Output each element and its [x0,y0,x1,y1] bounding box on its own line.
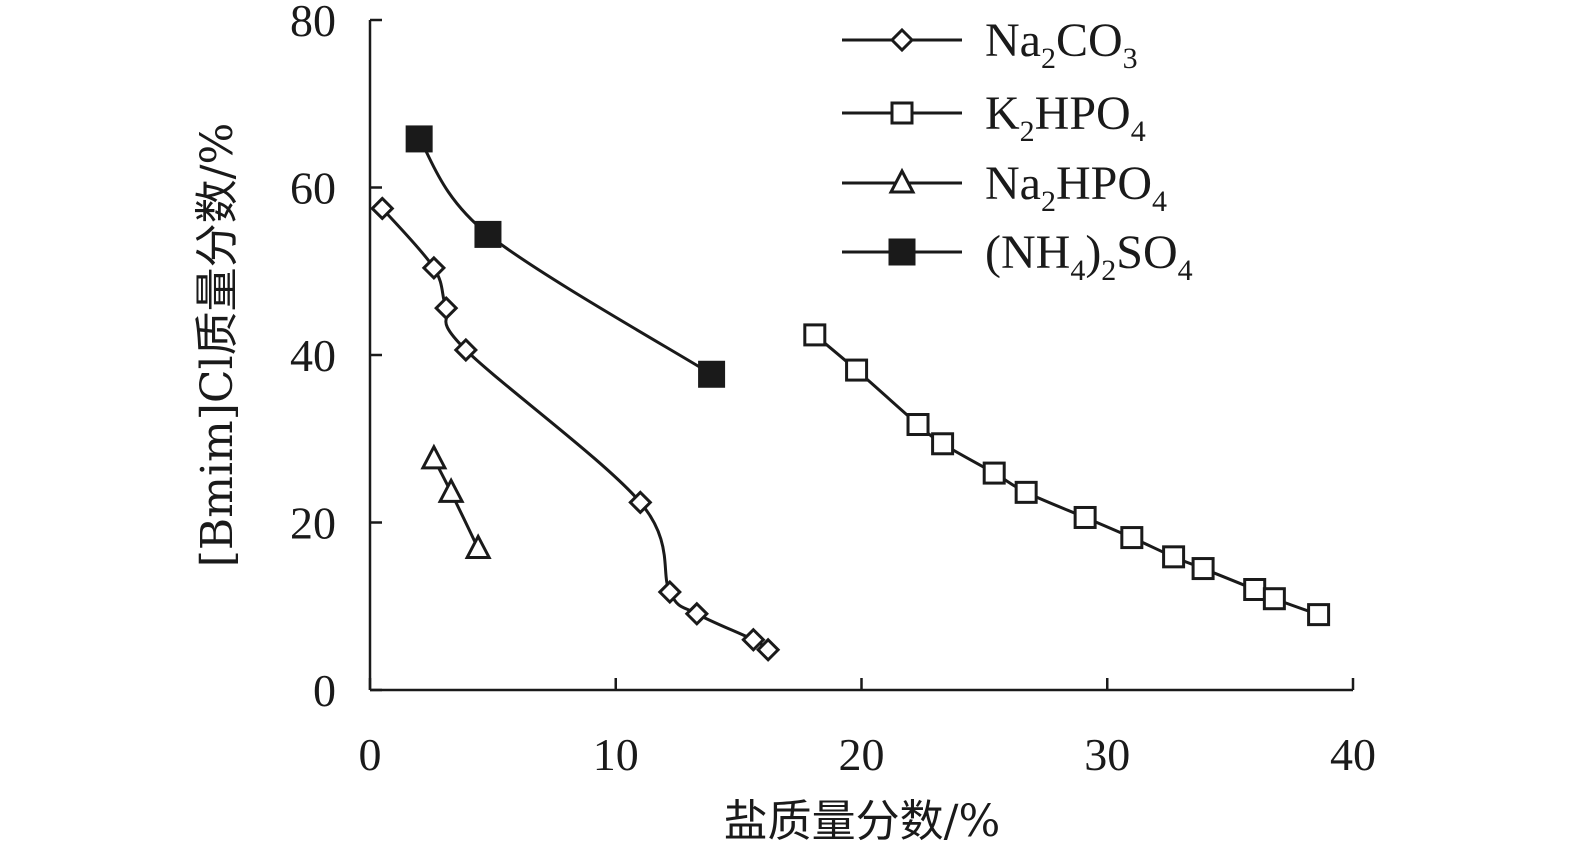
legend-label: Na2HPO4 [985,157,1167,218]
y-tick-label: 20 [290,498,336,549]
data-point [420,443,448,470]
legend: Na2CO3 K2HPO4 Na2HPO4 (NH4)2SO4 [842,14,1193,287]
series-1 [803,323,1331,627]
data-point [906,413,930,437]
data-point [931,432,955,456]
data-point [1307,603,1331,627]
series-line [813,333,1320,617]
series-line [432,458,480,550]
data-point [474,220,502,248]
x-tick-label: 20 [839,729,885,780]
data-point [803,323,827,347]
data-point [684,601,709,626]
data-point [982,461,1006,485]
x-tick-label: 0 [359,729,382,780]
x-tick-label: 10 [593,729,639,780]
data-point [421,255,447,281]
data-point [1120,526,1144,550]
data-point [1243,578,1267,601]
legend-label: Na2CO3 [985,14,1138,75]
series-0 [370,196,781,662]
legend-item: K2HPO4 [842,87,1146,148]
data-point [698,360,726,388]
y-tick-label: 80 [290,0,336,46]
data-point [370,196,395,221]
data-point [1073,505,1097,529]
data-point [464,533,492,559]
series-line [417,138,713,376]
data-point [405,125,433,153]
data-point [755,637,781,662]
data-point [1262,587,1286,611]
legend-item: Na2CO3 [842,14,1138,75]
series-line [381,207,770,652]
x-tick-label: 30 [1084,729,1130,780]
data-point [628,490,653,515]
legend-marker [888,238,916,266]
data-point [437,477,465,503]
axes [368,20,1353,692]
x-axis-title: 盐质量分数/% [724,796,1001,847]
series-2 [420,443,492,559]
legend-label: K2HPO4 [985,87,1146,148]
data-point [1014,480,1038,504]
tick-labels: 0 10 20 30 40 0 20 40 60 80 [290,0,1376,780]
y-tick-label: 0 [313,665,336,716]
y-tick-label: 60 [290,163,336,214]
series-layer [370,125,1331,662]
tick-marks [368,18,1355,692]
data-point [434,295,459,321]
legend-marker [889,27,915,53]
data-point [453,337,478,363]
series-3 [405,125,726,388]
y-axis-title: [Bmim]Cl质量分数/% [192,123,243,568]
data-point [1162,545,1186,569]
y-tick-label: 40 [290,330,336,381]
data-point [657,579,682,605]
data-point [741,627,766,652]
legend-marker [890,101,914,125]
x-tick-label: 40 [1330,729,1376,780]
legend-label: (NH4)2SO4 [985,226,1193,287]
data-point [845,358,869,382]
legend-marker [888,167,916,194]
data-point [1191,557,1215,581]
legend-item: (NH4)2SO4 [842,226,1193,287]
legend-item: Na2HPO4 [842,157,1167,218]
